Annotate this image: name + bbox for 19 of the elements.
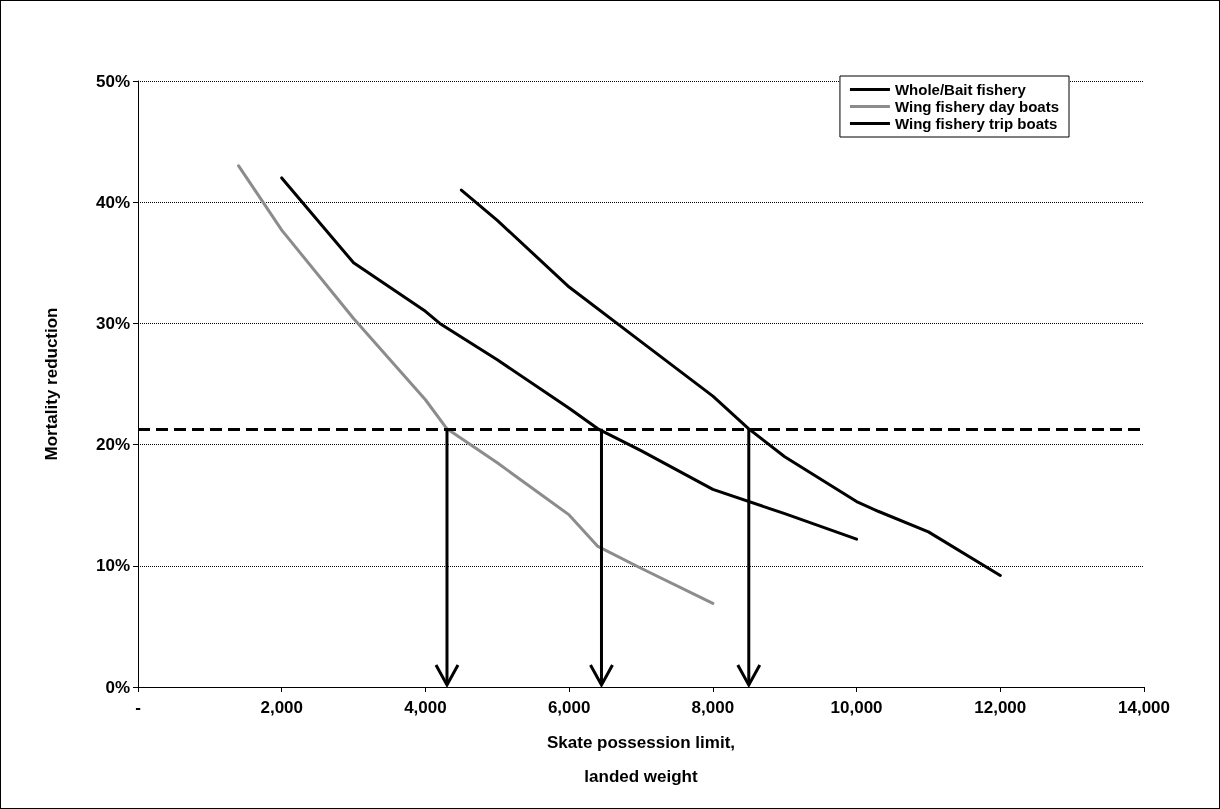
- y-tick-label: 50%: [95, 71, 130, 91]
- y-tick-label: 40%: [95, 192, 130, 212]
- y-tick-label: 10%: [95, 556, 130, 576]
- x-tick-label: 12,000: [974, 698, 1027, 717]
- legend-label: Whole/Bait fishery: [894, 81, 1027, 98]
- legend-label: Wing fishery day boats: [894, 98, 1059, 115]
- x-tick-label: 4,000: [404, 698, 447, 717]
- x-tick-label: -: [135, 698, 141, 717]
- y-tick-label: 20%: [95, 435, 130, 455]
- x-axis-title: Skate possession limit, landed weight: [546, 732, 736, 786]
- x-tick-label: 10,000: [830, 698, 883, 717]
- x-tick-label: 8,000: [691, 698, 735, 717]
- y-axis-title: Mortality reduction: [42, 307, 61, 461]
- x-tick-label: 2,000: [260, 698, 303, 717]
- y-tick-label: 0%: [105, 677, 130, 697]
- x-tick-label: 6,000: [547, 698, 591, 717]
- y-tick-label: 30%: [95, 313, 130, 333]
- x-tick-label: 14,000: [1118, 698, 1170, 717]
- legend-label: Wing fishery trip boats: [894, 115, 1058, 132]
